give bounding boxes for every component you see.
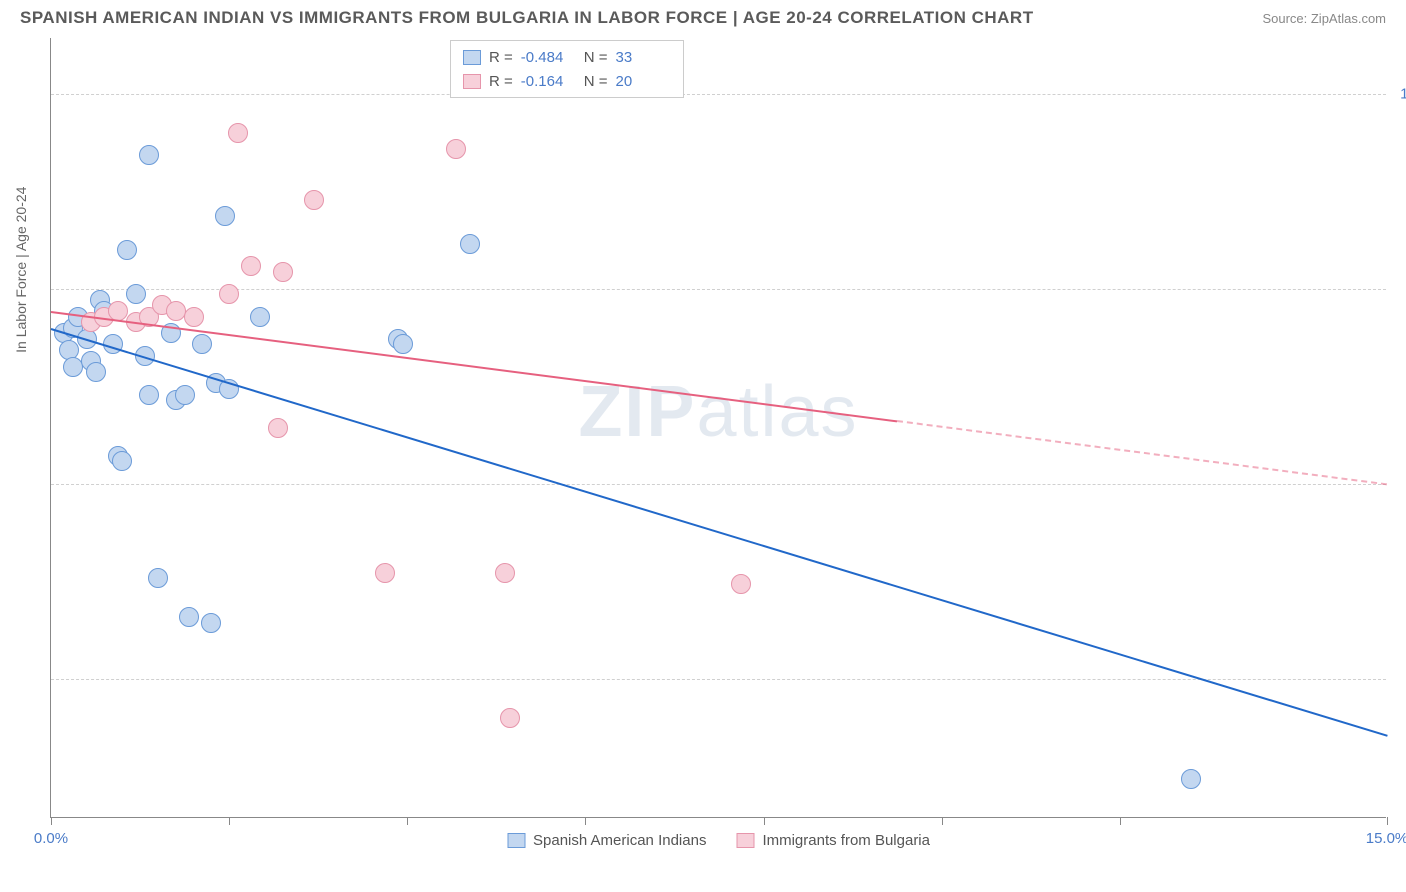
data-point — [175, 385, 195, 405]
x-tick-label: 15.0% — [1366, 830, 1406, 847]
x-tick — [51, 817, 52, 825]
swatch-series2 — [463, 74, 481, 89]
data-point — [148, 568, 168, 588]
data-point — [1181, 769, 1201, 789]
x-tick — [407, 817, 408, 825]
data-point — [304, 190, 324, 210]
data-point — [460, 234, 480, 254]
x-tick-label: 0.0% — [34, 830, 68, 847]
correlation-stats-box: R = -0.484 N = 33 R = -0.164 N = 20 — [450, 40, 684, 98]
y-axis-label: In Labor Force | Age 20-24 — [13, 186, 29, 352]
data-point — [192, 334, 212, 354]
chart-source: Source: ZipAtlas.com — [1262, 11, 1386, 26]
data-point — [112, 451, 132, 471]
trend-line — [897, 420, 1387, 485]
x-tick — [229, 817, 230, 825]
y-tick-label: 100.0% — [1400, 85, 1406, 102]
data-point — [731, 574, 751, 594]
x-tick — [1120, 817, 1121, 825]
data-point — [500, 708, 520, 728]
data-point — [495, 563, 515, 583]
chart-title: SPANISH AMERICAN INDIAN VS IMMIGRANTS FR… — [20, 8, 1034, 28]
data-point — [201, 613, 221, 633]
trend-line — [51, 328, 1388, 737]
legend-item-series1: Spanish American Indians — [507, 832, 706, 849]
x-tick — [585, 817, 586, 825]
data-point — [126, 284, 146, 304]
legend-item-series2: Immigrants from Bulgaria — [736, 832, 930, 849]
data-point — [446, 139, 466, 159]
grid-line — [51, 484, 1386, 485]
data-point — [268, 418, 288, 438]
data-point — [139, 385, 159, 405]
data-point — [215, 206, 235, 226]
stats-row-series2: R = -0.164 N = 20 — [463, 69, 671, 93]
chart-plot-area: In Labor Force | Age 20-24 47.5%65.0%82.… — [50, 38, 1386, 818]
data-point — [139, 145, 159, 165]
data-point — [273, 262, 293, 282]
data-point — [86, 362, 106, 382]
data-point — [250, 307, 270, 327]
data-point — [219, 284, 239, 304]
data-point — [375, 563, 395, 583]
x-tick — [1387, 817, 1388, 825]
grid-line — [51, 94, 1386, 95]
data-point — [393, 334, 413, 354]
grid-line — [51, 679, 1386, 680]
data-point — [241, 256, 261, 276]
data-point — [117, 240, 137, 260]
swatch-series1 — [463, 50, 481, 65]
stats-row-series1: R = -0.484 N = 33 — [463, 45, 671, 69]
chart-header: SPANISH AMERICAN INDIAN VS IMMIGRANTS FR… — [0, 0, 1406, 32]
x-tick — [764, 817, 765, 825]
legend-swatch-series2 — [736, 833, 754, 848]
grid-line — [51, 289, 1386, 290]
legend-label-series2: Immigrants from Bulgaria — [762, 832, 930, 849]
data-point — [179, 607, 199, 627]
data-point — [228, 123, 248, 143]
bottom-legend: Spanish American Indians Immigrants from… — [507, 832, 930, 849]
data-point — [184, 307, 204, 327]
legend-label-series1: Spanish American Indians — [533, 832, 706, 849]
legend-swatch-series1 — [507, 833, 525, 848]
x-tick — [942, 817, 943, 825]
